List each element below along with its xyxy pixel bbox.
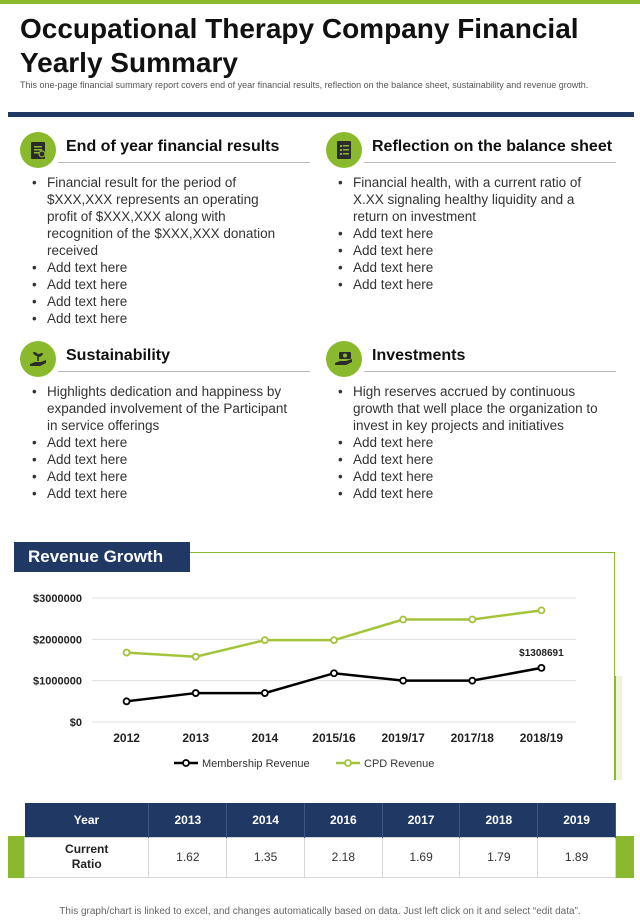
list-item: Add text here	[32, 259, 292, 276]
list-item: Add text here	[338, 434, 598, 451]
current-ratio-table: Year 2013 2014 2016 2017 2018 2019 Curre…	[23, 803, 616, 878]
data-point	[191, 689, 200, 697]
x-tick-label: 2018/19	[520, 731, 564, 745]
table-header-cell: 2018	[459, 803, 539, 837]
list-item: Add text here	[32, 434, 292, 451]
table-cell: 1.79	[459, 836, 539, 878]
data-point	[260, 636, 269, 645]
table-cell: 1.69	[381, 836, 461, 878]
data-point	[468, 615, 477, 624]
row-label-line-2: Ratio	[71, 857, 102, 871]
section-list: High reserves accrued by continuous grow…	[338, 383, 598, 502]
page-title-line-2: Yearly Summary	[20, 47, 238, 78]
page-title-line-1: Occupational Therapy Company Financial	[20, 13, 579, 44]
section-divider	[364, 371, 616, 372]
list-item: Add text here	[32, 485, 292, 502]
data-point	[191, 652, 200, 661]
y-tick-label: $2000000	[33, 634, 82, 646]
section-title: Reflection on the balance sheet	[372, 138, 613, 155]
section-title: Sustainability	[66, 347, 171, 364]
table-row-label: Current Ratio	[23, 836, 150, 878]
table-header-cell: 2019	[537, 803, 616, 837]
list-item: Add text here	[32, 310, 292, 327]
list-item: Add text here	[338, 225, 598, 242]
list-item: Add text here	[338, 468, 598, 485]
list-item: Financial result for the period of $XXX,…	[32, 174, 292, 259]
revenue-frame-top	[190, 552, 614, 553]
data-point	[399, 676, 408, 685]
list-item: Add text here	[338, 485, 598, 502]
data-point	[330, 669, 338, 678]
list-item: High reserves accrued by continuous grow…	[338, 383, 598, 434]
table-header-row: Year 2013 2014 2016 2017 2018 2019	[24, 803, 616, 837]
y-tick-label: $0	[70, 717, 82, 729]
table-header-cell: Year	[24, 803, 150, 837]
x-tick-label: 2013	[182, 731, 209, 745]
table-header-cell: 2013	[148, 803, 228, 837]
checklist-icon	[326, 132, 362, 168]
revenue-line-chart: $0 $1000000 $2000000 $3000000 2012 2013 2014 20…	[33, 593, 576, 770]
data-point	[537, 664, 546, 672]
list-item: Add text here	[32, 468, 292, 485]
list-item: Highlights dedication and happiness by e…	[32, 383, 292, 434]
legend-label: CPD Revenue	[364, 758, 434, 770]
list-item: Add text here	[32, 451, 292, 468]
section-list: Highlights dedication and happiness by e…	[32, 383, 292, 502]
section-title: Investments	[372, 347, 466, 364]
list-item: Add text here	[338, 276, 598, 293]
list-item: Add text here	[338, 451, 598, 468]
x-tick-label: 2014	[252, 731, 279, 745]
section-divider	[364, 162, 616, 163]
top-accent-bar	[0, 0, 640, 4]
list-item: Add text here	[338, 242, 598, 259]
x-tick-label: 2019/17	[381, 731, 425, 745]
section-divider	[58, 162, 310, 163]
section-divider	[58, 371, 310, 372]
data-point	[260, 689, 269, 697]
list-item: Add text here	[32, 276, 292, 293]
revenue-growth-label: Revenue Growth	[14, 542, 190, 572]
list-item: Financial health, with a current ratio o…	[338, 174, 598, 225]
page-title: Occupational Therapy Company Financial Y…	[20, 12, 630, 80]
plant-hand-icon	[20, 341, 56, 377]
section-list: Financial result for the period of $XXX,…	[32, 174, 292, 327]
data-point	[399, 615, 408, 624]
series-line-cpd-revenue	[126, 609, 542, 658]
page-subtitle: This one-page financial summary report c…	[20, 80, 589, 90]
table-header-cell: 2014	[226, 803, 305, 837]
data-point	[537, 606, 546, 615]
section-list: Financial health, with a current ratio o…	[338, 174, 598, 293]
table-cell: 1.62	[148, 836, 228, 878]
list-item: Add text here	[32, 293, 292, 310]
table-cell: 2.18	[303, 836, 383, 878]
revenue-frame-right	[614, 552, 615, 680]
table-header-cell: 2017	[382, 803, 461, 837]
list-item: Add text here	[338, 259, 598, 276]
x-tick-label: 2015/16	[312, 731, 356, 745]
legend-marker	[344, 759, 352, 767]
data-label: $1308691	[519, 648, 564, 659]
money-hand-icon	[326, 341, 362, 377]
table-row: Current Ratio 1.62 1.35 2.18 1.69 1.79 1…	[23, 836, 616, 878]
section-title: End of year financial results	[66, 138, 280, 155]
legend-label: Membership Revenue	[202, 758, 310, 770]
table-header-cell: 2016	[304, 803, 383, 837]
y-tick-label: $3000000	[33, 593, 82, 605]
data-point	[468, 676, 477, 685]
x-tick-label: 2012	[113, 731, 140, 745]
x-tick-label: 2017/18	[451, 731, 495, 745]
header-divider	[8, 112, 634, 117]
revenue-side-accent	[614, 676, 622, 780]
data-point	[122, 648, 131, 657]
row-label-line-1: Current	[65, 842, 109, 856]
data-point	[122, 697, 131, 706]
table-cell: 1.89	[537, 836, 616, 878]
y-tick-label: $1000000	[33, 676, 82, 688]
legend-marker	[182, 759, 190, 767]
data-point	[330, 636, 338, 645]
table-cell: 1.35	[226, 836, 305, 878]
report-icon	[20, 132, 56, 168]
footer-note: This graph/chart is linked to excel, and…	[59, 906, 581, 917]
